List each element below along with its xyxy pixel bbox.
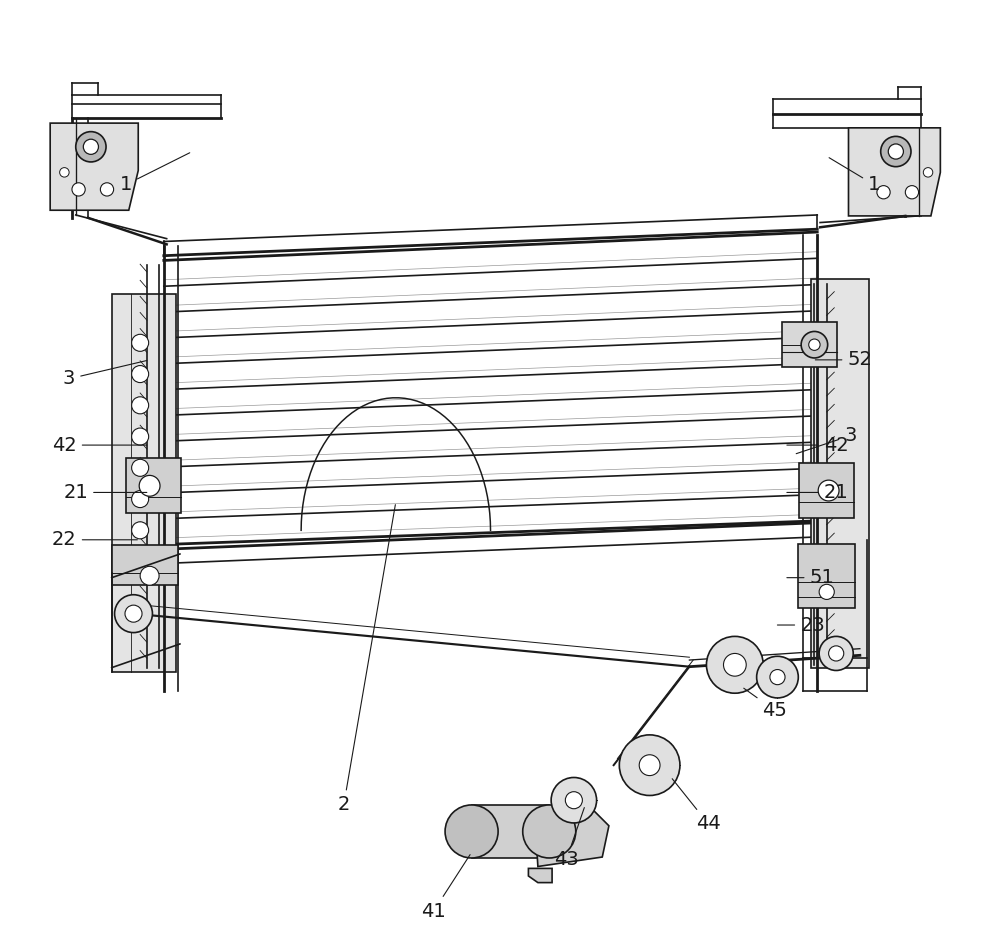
- Circle shape: [115, 595, 152, 633]
- Circle shape: [706, 636, 763, 693]
- Text: 45: 45: [744, 688, 787, 720]
- Circle shape: [565, 792, 582, 809]
- Circle shape: [877, 186, 890, 199]
- Circle shape: [523, 805, 576, 858]
- Bar: [799, 463, 854, 518]
- Polygon shape: [112, 294, 176, 672]
- Circle shape: [818, 480, 839, 501]
- Text: 1: 1: [829, 158, 880, 194]
- Circle shape: [132, 366, 149, 383]
- Circle shape: [83, 139, 98, 154]
- Text: 52: 52: [815, 350, 872, 369]
- Circle shape: [60, 168, 69, 177]
- Circle shape: [76, 132, 106, 162]
- Circle shape: [923, 168, 933, 177]
- Circle shape: [829, 646, 844, 661]
- Polygon shape: [848, 128, 940, 216]
- Text: 42: 42: [787, 436, 849, 455]
- Circle shape: [132, 459, 149, 476]
- Text: 43: 43: [554, 808, 584, 869]
- Text: 23: 23: [777, 616, 825, 634]
- Text: 51: 51: [787, 568, 834, 587]
- Polygon shape: [528, 868, 552, 883]
- Text: 44: 44: [672, 778, 721, 833]
- Polygon shape: [50, 123, 138, 210]
- Circle shape: [639, 755, 660, 776]
- Circle shape: [819, 636, 853, 670]
- Bar: [126, 458, 181, 513]
- Circle shape: [132, 491, 149, 508]
- Bar: [472, 805, 549, 858]
- Text: 22: 22: [52, 530, 137, 549]
- Circle shape: [723, 653, 746, 676]
- Text: 3: 3: [63, 361, 147, 388]
- Circle shape: [125, 605, 142, 622]
- Circle shape: [132, 428, 149, 445]
- Circle shape: [801, 331, 828, 358]
- Text: 3: 3: [796, 426, 857, 454]
- Polygon shape: [536, 807, 609, 867]
- Circle shape: [139, 475, 160, 496]
- Circle shape: [809, 339, 820, 350]
- Circle shape: [551, 777, 597, 823]
- Circle shape: [888, 144, 903, 159]
- Circle shape: [132, 522, 149, 539]
- Circle shape: [619, 735, 680, 795]
- Bar: [112, 545, 178, 585]
- Text: 1: 1: [120, 152, 190, 194]
- Circle shape: [819, 584, 834, 599]
- Circle shape: [140, 566, 159, 585]
- Bar: [798, 544, 855, 608]
- Circle shape: [905, 186, 919, 199]
- Circle shape: [132, 397, 149, 414]
- Text: 42: 42: [52, 436, 147, 455]
- Circle shape: [445, 805, 498, 858]
- Circle shape: [881, 136, 911, 167]
- Bar: [782, 322, 837, 367]
- Circle shape: [757, 656, 798, 698]
- Text: 41: 41: [421, 854, 470, 920]
- Polygon shape: [811, 279, 869, 668]
- Circle shape: [770, 670, 785, 685]
- Circle shape: [72, 183, 85, 196]
- Circle shape: [100, 183, 114, 196]
- Text: 21: 21: [787, 483, 849, 502]
- Text: 21: 21: [63, 483, 147, 502]
- Text: 2: 2: [338, 505, 395, 814]
- Circle shape: [132, 334, 149, 351]
